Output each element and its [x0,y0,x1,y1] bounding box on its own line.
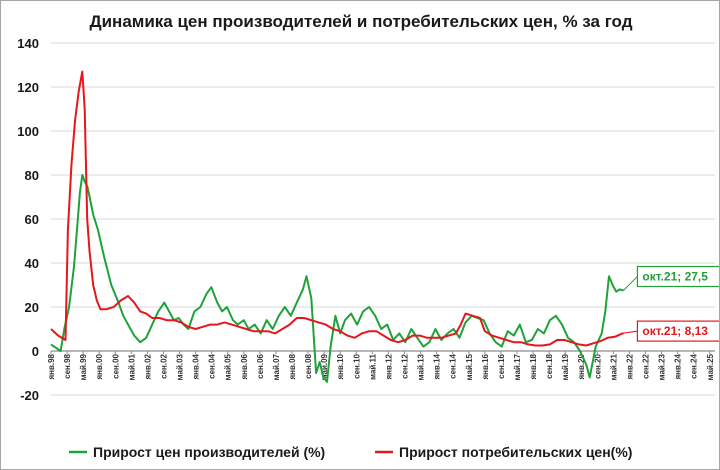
chart-title: Динамика цен производителей и потребител… [89,12,632,31]
x-tick-label: янв.24 [674,353,683,379]
x-tick-label: янв.14 [433,353,442,379]
x-tick-label: сен.98 [63,353,72,378]
x-tick-label: сен.10 [352,353,361,378]
x-axis: янв.98 сен.98 май.99 янв.00 сен.00 май.01 янв.… [47,351,715,380]
x-tick-label: янв.10 [336,353,345,379]
x-tick-label: май.99 [79,353,88,380]
callout-leader-0 [623,276,638,291]
x-tick-label: май.23 [658,353,667,380]
y-tick-label: 0 [32,344,39,359]
x-tick-label: сен.16 [497,353,506,378]
x-tick-label: сен.00 [111,353,120,378]
gridlines [51,42,715,396]
x-tick-label: май.25 [706,353,715,380]
x-tick-label: янв.06 [240,353,249,379]
x-tick-label: янв.08 [288,353,297,379]
x-tick-label: сен.24 [690,353,699,378]
x-tick-label: май.19 [561,353,570,380]
x-tick-label: сен.18 [545,353,554,378]
legend: Прирост цен производителей (%) Прирост п… [69,444,632,460]
x-tick-label: май.05 [224,353,233,380]
callout-box-1 [636,320,719,342]
x-tick-label: май.21 [609,353,618,380]
y-tick-label: 60 [25,212,39,227]
x-tick-label: сен.06 [256,353,265,378]
y-axis-ticks: -20 0 20 40 60 80 100 120 140 [17,36,39,403]
series-lines [50,70,624,383]
x-tick-label: сен.08 [304,353,313,378]
x-tick-label: сен.04 [208,353,217,378]
y-tick-label: 80 [25,168,39,183]
x-tick-label: янв.20 [577,353,586,379]
x-tick-label: май.15 [465,353,474,380]
x-tick-label: янв.12 [384,353,393,379]
series-line-0 [50,174,624,383]
x-tick-label: сен.14 [449,353,458,378]
series-line-1 [50,70,624,347]
callout-label-0: окт.21; 27,5 [642,270,708,284]
callouts: окт.21; 27,5 окт.21; 8,13 [623,265,719,342]
x-tick-label: янв.02 [143,353,152,379]
x-tick-label: май.13 [417,353,426,380]
x-tick-label: сен.12 [400,353,409,378]
y-tick-label: 100 [17,124,39,139]
y-tick-label: 40 [25,256,39,271]
legend-label-consumer: Прирост потребительских цен(%) [399,444,632,460]
x-tick-label: сен.20 [593,353,602,378]
x-tick-label: янв.04 [192,353,201,379]
y-tick-label: 140 [17,36,39,51]
x-tick-label: сен.02 [159,353,168,378]
callout-box-0 [636,265,719,288]
y-tick-label: 120 [17,80,39,95]
x-tick-label: янв.22 [625,353,634,379]
x-tick-label: янв.16 [481,353,490,379]
x-tick-label: май.11 [368,353,377,379]
callout-label-1: окт.21; 8,13 [642,324,708,338]
x-tick-label: сен.22 [642,353,651,378]
x-tick-label: май.17 [513,353,522,380]
x-tick-label: май.07 [272,353,281,380]
legend-label-producer: Прирост цен производителей (%) [93,444,325,460]
x-tick-label: май.01 [127,353,136,380]
x-tick-label: янв.18 [529,353,538,379]
x-tick-label: май.03 [176,353,185,380]
callout-leader-1 [623,330,638,334]
x-tick-label: май.09 [320,353,329,380]
y-tick-label: 20 [25,300,39,315]
x-tick-label: янв.00 [95,353,104,379]
x-tick-label: янв.98 [47,353,56,379]
y-tick-label: -20 [20,388,39,403]
